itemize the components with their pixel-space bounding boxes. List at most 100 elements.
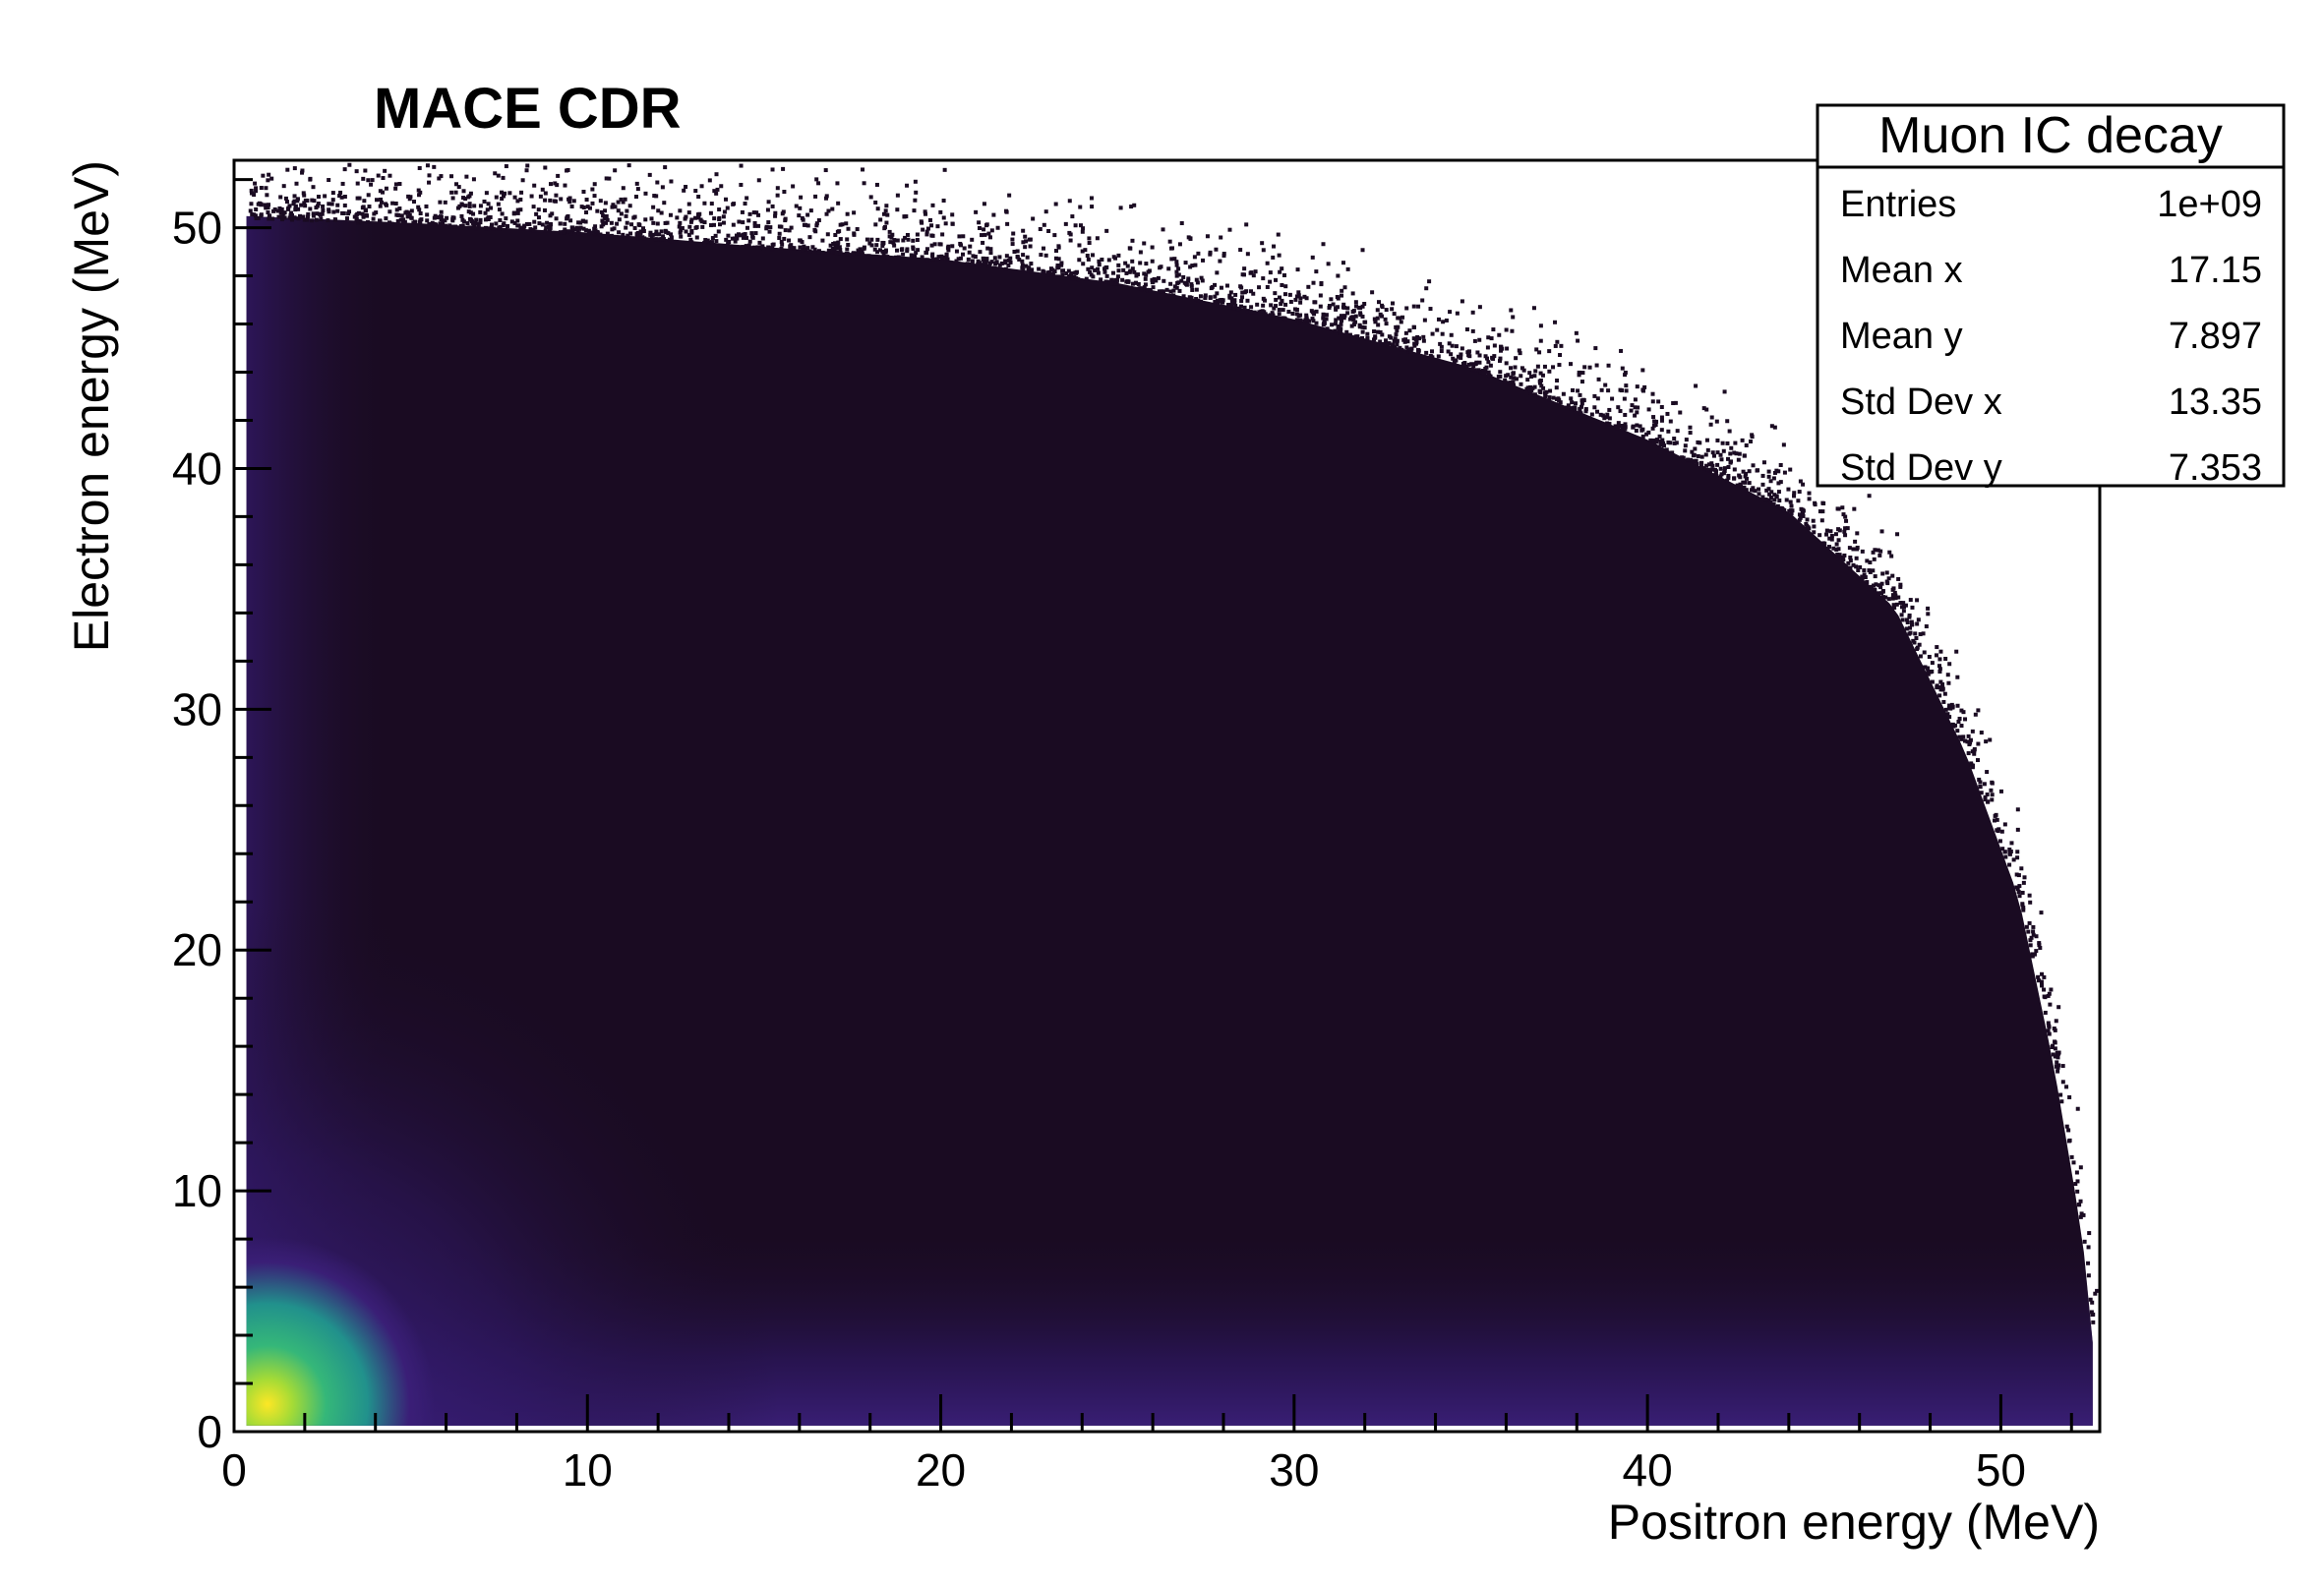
edge-bin [1492, 343, 1497, 348]
edge-bin [1377, 300, 1382, 305]
edge-bin [1066, 274, 1071, 279]
edge-bin [1277, 253, 1281, 258]
edge-bin [1280, 282, 1284, 287]
edge-bin [1509, 381, 1514, 385]
edge-bin [2039, 979, 2044, 984]
edge-bin [1725, 441, 1730, 445]
edge-bin [1277, 308, 1281, 313]
edge-bin [702, 220, 707, 225]
edge-bin [984, 222, 989, 227]
edge-bin [1470, 310, 1475, 315]
edge-bin [1978, 784, 1983, 789]
edge-bin [1086, 266, 1091, 271]
edge-bin [379, 200, 384, 205]
edge-bin [741, 232, 745, 237]
edge-bin [1956, 719, 1961, 724]
edge-bin [1253, 269, 1258, 274]
edge-bin [977, 225, 982, 230]
stats-row-label: Entries [1840, 184, 1956, 225]
edge-bin [1709, 461, 1714, 466]
edge-bin [1498, 375, 1503, 380]
edge-bin [1789, 511, 1794, 516]
edge-bin [1798, 479, 1803, 484]
edge-bin [337, 194, 342, 199]
edge-bin [1116, 268, 1121, 273]
edge-bin [959, 243, 964, 248]
edge-bin [1265, 261, 1270, 265]
edge-bin [1651, 415, 1656, 420]
edge-bin [1196, 298, 1201, 303]
edge-bin [1851, 547, 1856, 552]
edge-bin [2064, 1124, 2069, 1129]
edge-bin [1909, 619, 1914, 624]
edge-bin [1673, 400, 1678, 405]
edge-bin [1807, 497, 1812, 501]
edge-bin [1509, 308, 1514, 313]
edge-bin [1886, 576, 1891, 581]
edge-bin [1421, 334, 1426, 339]
edge-bin [1046, 228, 1051, 233]
edge-bin [1127, 246, 1132, 251]
edge-bin [1633, 397, 1638, 402]
edge-bin [722, 209, 727, 214]
edge-bin [1696, 440, 1700, 444]
edge-bin [1219, 235, 1223, 240]
edge-bin [1930, 661, 1935, 666]
edge-bin [923, 209, 927, 214]
edge-bin [1910, 605, 1915, 610]
edge-bin [1283, 302, 1288, 307]
edge-bin [452, 224, 457, 229]
edge-bin [1087, 236, 1092, 241]
edge-bin [845, 237, 850, 242]
edge-bin [752, 223, 757, 228]
edge-bin [1894, 602, 1899, 607]
edge-bin [1578, 392, 1582, 397]
edge-bin [503, 191, 507, 196]
edge-bin [1819, 518, 1824, 523]
edge-bin [634, 181, 639, 186]
edge-bin [1995, 817, 1999, 822]
edge-bin [1329, 297, 1334, 302]
edge-bin [1134, 280, 1139, 285]
edge-bin [861, 167, 865, 172]
edge-bin [598, 199, 603, 204]
edge-bin [919, 219, 924, 224]
edge-bin [1196, 251, 1201, 256]
edge-bin [694, 225, 699, 230]
edge-bin [289, 212, 294, 217]
edge-bin [1574, 330, 1579, 335]
edge-bin [1860, 575, 1865, 580]
edge-bin [1387, 334, 1392, 339]
edge-bin [1990, 793, 1995, 797]
edge-bin [1268, 279, 1273, 284]
edge-bin [1340, 293, 1344, 298]
edge-bin [2014, 872, 2019, 877]
edge-bin [299, 214, 304, 219]
edge-bin [1926, 666, 1931, 671]
edge-bin [1056, 274, 1061, 279]
edge-bin [548, 221, 553, 226]
edge-bin [655, 221, 660, 226]
edge-bin [1060, 268, 1065, 273]
edge-bin [1077, 243, 1082, 248]
edge-bin [1623, 426, 1628, 431]
edge-bin [1130, 266, 1135, 271]
edge-bin [1538, 323, 1543, 328]
edge-bin [1452, 361, 1457, 366]
edge-bin [1792, 494, 1797, 499]
edge-bin [1272, 306, 1277, 311]
edge-bin [1314, 309, 1319, 314]
edge-bin [1554, 385, 1559, 390]
y-tick-label: 40 [172, 442, 222, 494]
edge-bin [1420, 298, 1425, 303]
edge-bin [688, 237, 693, 242]
edge-bin [602, 214, 607, 219]
edge-bin [675, 215, 680, 220]
edge-bin [651, 220, 656, 225]
edge-bin [758, 245, 763, 250]
edge-bin [958, 256, 963, 261]
edge-bin [1120, 277, 1125, 282]
edge-bin [1422, 318, 1427, 323]
edge-bin [1771, 501, 1776, 506]
edge-bin [1722, 466, 1727, 471]
